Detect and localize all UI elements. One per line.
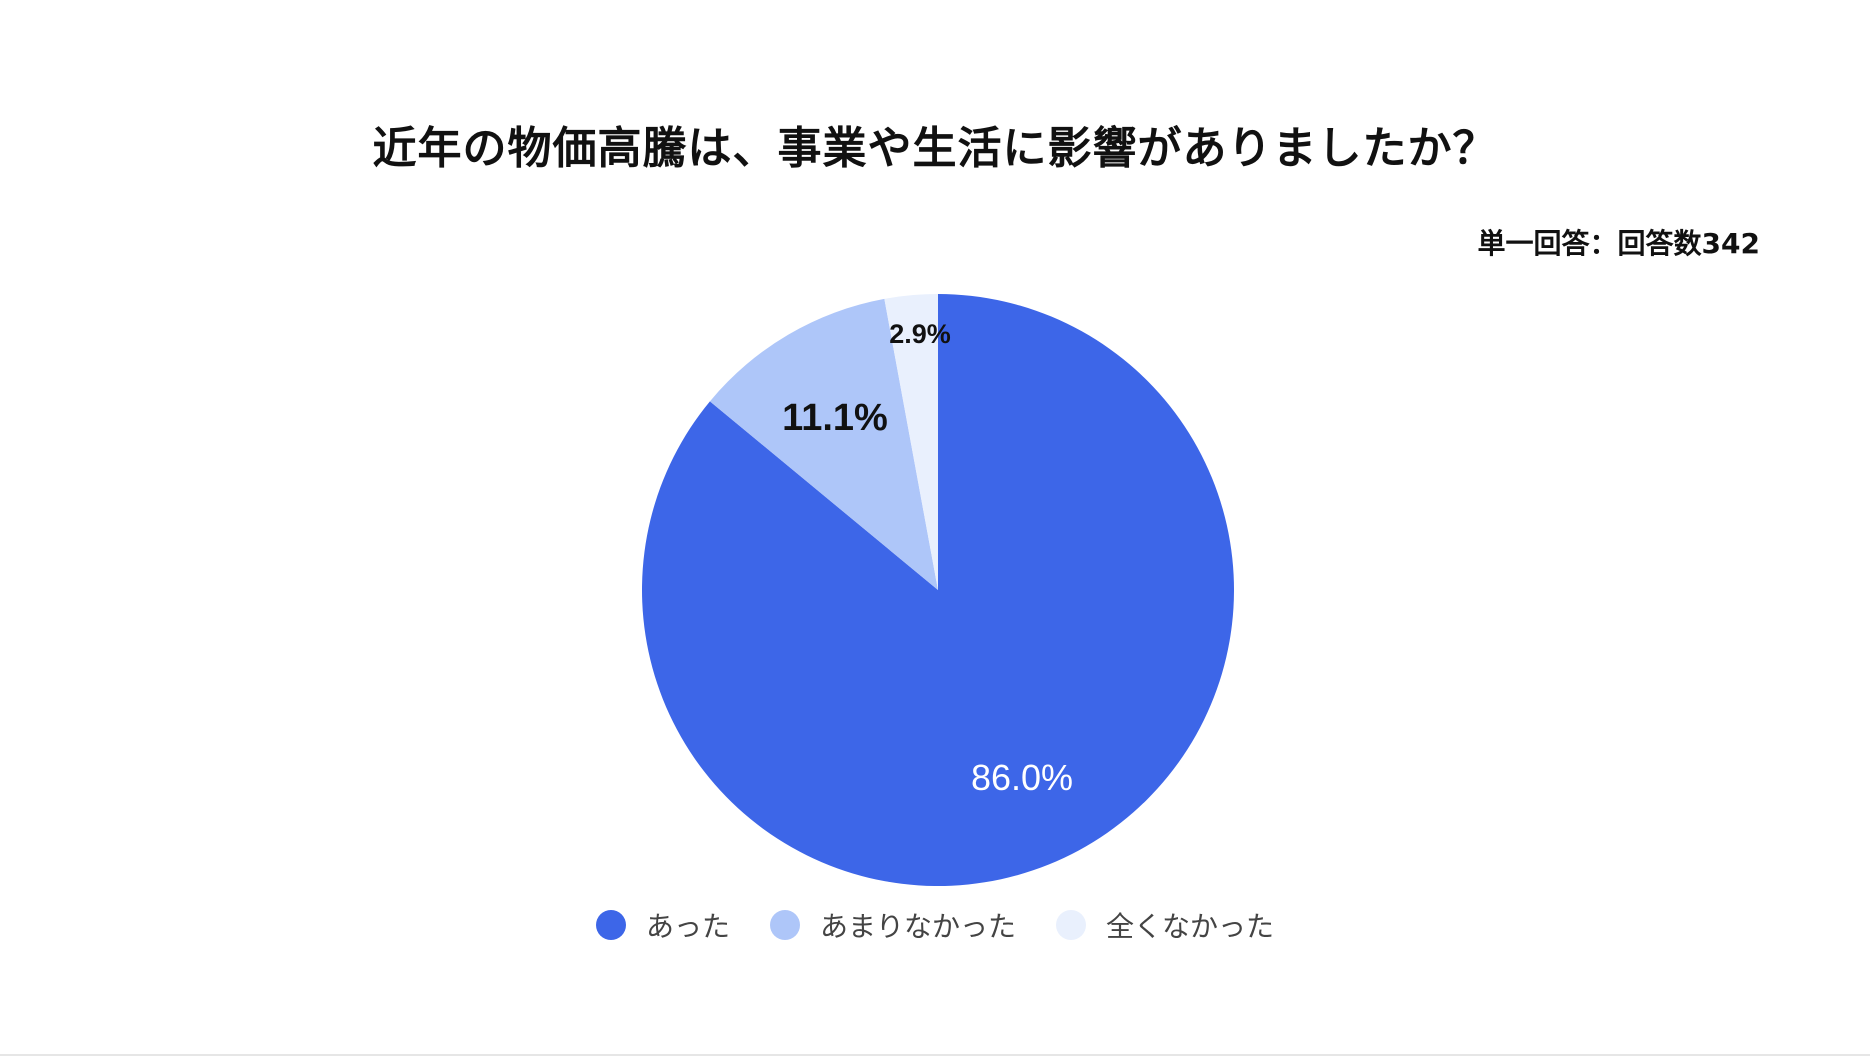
slice-label-mattaku-nakatta: 2.9% [889,319,951,349]
legend-dot-icon [769,910,800,940]
pie-slice-amari-nakatta[interactable] [709,298,938,590]
pie-slice-mattaku-nakatta[interactable] [884,294,938,590]
legend-item-mattaku-nakatta[interactable]: 全くなかった [1056,905,1274,945]
legend-item-atta[interactable]: あった [595,905,730,945]
bottom-divider [0,1054,1870,1056]
slice-label-atta: 86.0% [971,757,1073,798]
slice-label-amari-nakatta: 11.1% [782,397,888,439]
legend-dot-icon [1056,910,1086,940]
pie-slices [642,294,1235,886]
legend-label: あまりなかった [819,910,1016,943]
chart-title: 近年の物価高騰は、事業や生活に影響がありましたか？ [372,123,1498,174]
legend-item-amari-nakatta[interactable]: あまりなかった [769,905,1016,945]
chart-legend: あった あまりなかった 全くなかった [0,905,1870,945]
legend-dot-icon [595,910,626,940]
legend-label: あった [645,910,730,943]
legend-label: 全くなかった [1106,910,1275,943]
response-count-label: 単一回答：回答数342 [1477,227,1760,260]
pie-slice-atta[interactable] [642,294,1235,886]
